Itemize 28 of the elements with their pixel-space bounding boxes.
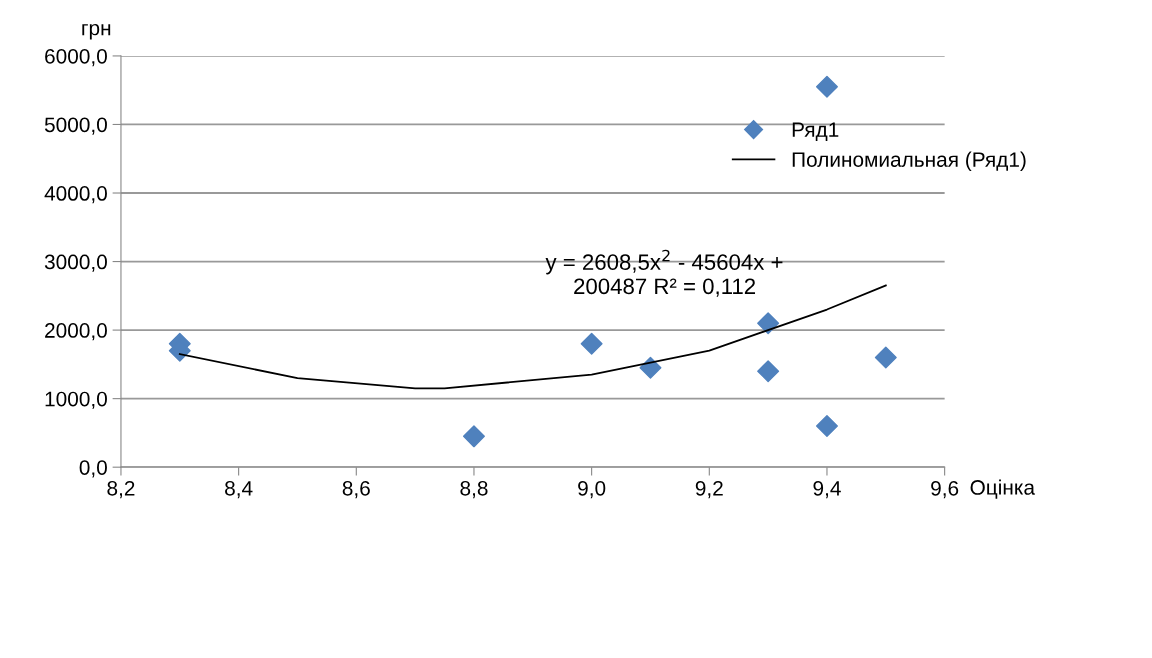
point: [874, 346, 897, 369]
x-axis-title: Оцінка: [970, 479, 1036, 499]
y-tick-label: 1000,0: [45, 391, 107, 409]
y-axis-title: грн: [82, 23, 111, 40]
y-tick-label: 0,0: [79, 460, 107, 478]
x-tick-label: 8,6: [342, 480, 370, 499]
legend-label: Полиномиальная (Ряд1): [792, 151, 1026, 172]
x-tick-label: 9,4: [813, 480, 841, 499]
point: [757, 360, 780, 383]
y-tick-label: 5000,0: [44, 117, 107, 135]
point: [757, 312, 780, 335]
point: [580, 332, 603, 355]
y-tick-label: 6000,0: [45, 48, 107, 67]
x-tick-label: 8,4: [225, 480, 253, 499]
point: [815, 75, 838, 98]
y-tick-label: 2000,0: [45, 323, 107, 341]
x-tick-label: 9,6: [931, 480, 959, 499]
y-tick-label: 4000,0: [44, 186, 107, 204]
x-tick-label: 8,2: [107, 480, 135, 499]
x-tick-label: 8,8: [460, 480, 488, 499]
annotation: y = 2608,5x$^{2}$ - 45604x + 200487 R² = 0,112: [545, 249, 783, 297]
point: [462, 425, 485, 448]
legend-label: Ряд1: [792, 122, 839, 142]
x-tick-label: 9,2: [695, 480, 723, 499]
y-tick-label: 3000,0: [44, 254, 107, 272]
x-tick-label: 9,0: [578, 480, 606, 499]
point: [639, 356, 662, 379]
point: [815, 415, 838, 438]
